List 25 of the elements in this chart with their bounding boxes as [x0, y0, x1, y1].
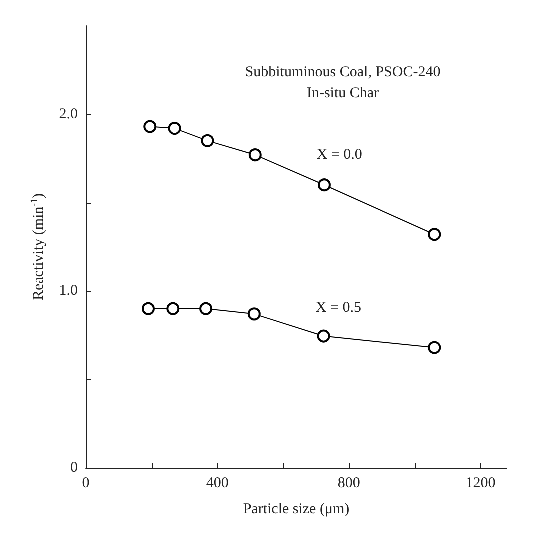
- point: [318, 178, 331, 192]
- point: [248, 308, 261, 321]
- point: [168, 122, 182, 136]
- x-tick-label: 0: [82, 476, 90, 492]
- x-tick-label: 800: [338, 476, 360, 492]
- text: Subbituminous Coal, PSOC-240: [245, 64, 441, 80]
- point: [248, 148, 262, 162]
- point: [144, 120, 157, 134]
- point: [201, 134, 214, 148]
- series-label: X = 0.0: [316, 147, 362, 164]
- series-label: X = 0.5: [316, 300, 362, 316]
- y-axis-title: Reactivity (min-1): [30, 193, 47, 301]
- point: [200, 302, 213, 316]
- point: [428, 228, 442, 242]
- point: [317, 330, 330, 343]
- x-tick-label: 400: [206, 476, 229, 492]
- text: In-situ Char: [306, 86, 380, 102]
- x-tick-label: 1200: [466, 476, 496, 492]
- point: [428, 341, 442, 354]
- y-tick-label: 1.0: [59, 283, 78, 300]
- y-tick-label: 2.0: [59, 106, 78, 122]
- point: [142, 302, 155, 316]
- x-axis-title: Particle size (μm): [243, 502, 350, 518]
- point: [166, 302, 180, 316]
- y-tick-label: 0: [70, 460, 78, 476]
